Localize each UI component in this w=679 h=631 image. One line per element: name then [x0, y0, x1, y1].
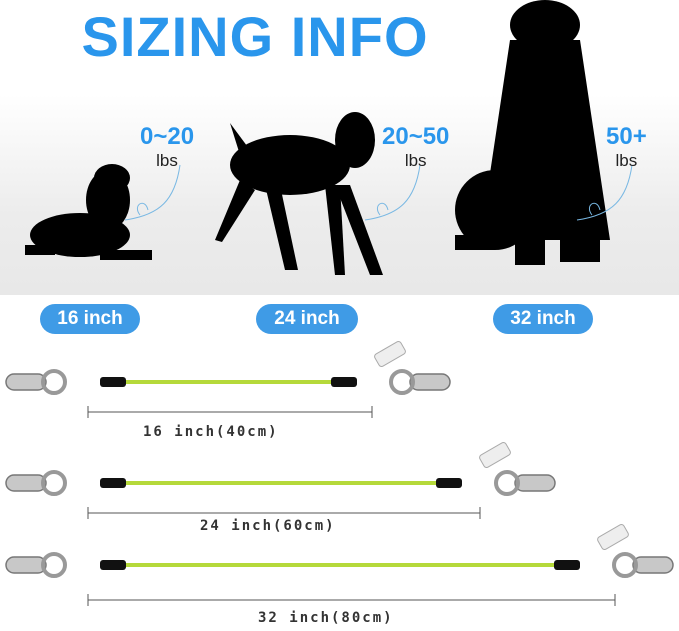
page-title: SIZING INFO — [81, 5, 429, 68]
snap-hook — [5, 369, 67, 395]
snap-hook — [389, 369, 451, 395]
leash-1 — [5, 442, 556, 519]
snap-hook — [5, 470, 67, 496]
crimp — [331, 377, 357, 387]
leash-0 — [5, 341, 451, 418]
weight-unit: lbs — [404, 151, 427, 170]
crimp — [100, 377, 126, 387]
weight-value: 20~50 — [382, 123, 450, 150]
weight-small: 0~20 lbs — [140, 123, 194, 171]
seatbelt-clip — [479, 442, 511, 468]
weight-unit: lbs — [156, 151, 178, 170]
leash-curls — [124, 164, 633, 221]
length-label-24: 24 inch(60cm) — [200, 518, 336, 534]
snap-hook — [5, 552, 67, 578]
seatbelt-clip — [597, 524, 629, 550]
weight-large: 50+ lbs — [606, 123, 647, 171]
medium-dog-silhouette — [215, 112, 383, 275]
size-pill-32: 32 inch — [493, 304, 593, 334]
size-pill-24: 24 inch — [256, 304, 358, 334]
length-label-32: 32 inch(80cm) — [258, 610, 394, 626]
size-pill-16: 16 inch — [40, 304, 140, 334]
crimp — [100, 478, 126, 488]
weight-unit: lbs — [615, 151, 638, 170]
crimp — [436, 478, 462, 488]
large-dog-silhouette — [455, 0, 610, 265]
snap-hook — [612, 552, 674, 578]
snap-hook — [494, 470, 556, 496]
crimp — [100, 560, 126, 570]
small-dog-silhouette — [25, 164, 152, 260]
crimp — [554, 560, 580, 570]
weight-value: 0~20 — [140, 123, 195, 150]
weight-value: 50+ — [606, 123, 647, 150]
weight-medium: 20~50 lbs — [382, 123, 449, 171]
seatbelt-clip — [374, 341, 406, 367]
length-label-16: 16 inch(40cm) — [143, 424, 279, 440]
leash-2 — [5, 524, 674, 606]
